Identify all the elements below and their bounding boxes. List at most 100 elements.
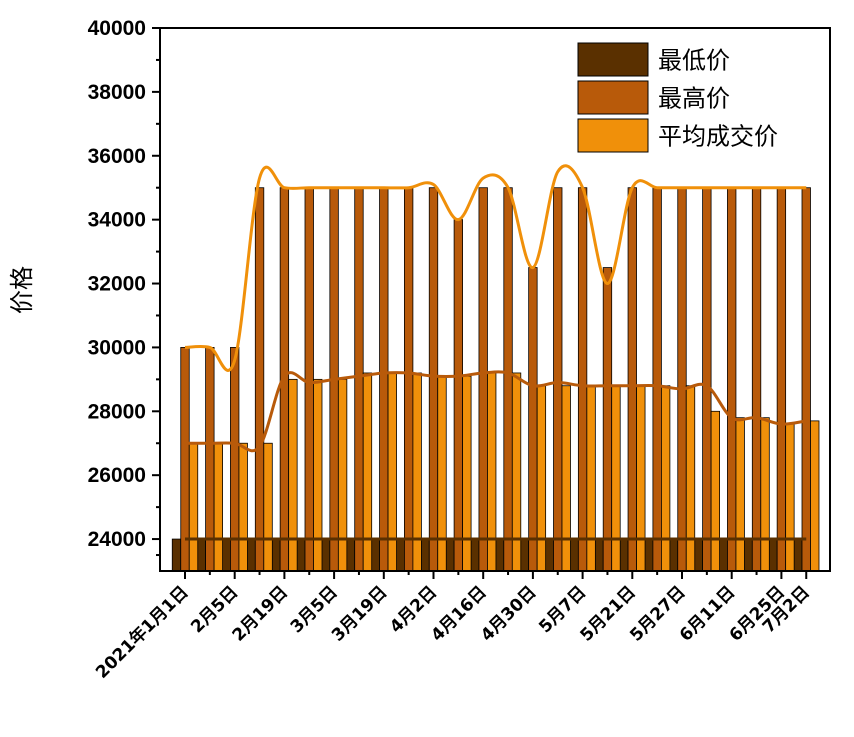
bar-平均成交价-6 xyxy=(337,378,348,572)
bar-最低价-8 xyxy=(370,538,380,572)
bar-最高价-17 xyxy=(602,267,613,572)
y-tick-label: 24000 xyxy=(88,528,146,551)
curve-平均成交价 xyxy=(185,370,807,453)
bar-平均成交价-9 xyxy=(412,372,422,572)
bar-最高价-8 xyxy=(379,187,389,572)
bar-最低价-20 xyxy=(668,538,679,572)
bar-最高价-20 xyxy=(677,187,687,572)
bar-最低价-10 xyxy=(420,538,430,572)
legend-label: 平均成交价 xyxy=(658,123,778,151)
y-tick-label: 32000 xyxy=(88,273,146,296)
y-axis-ticks: 24000 26000 28000 30000 32000 34000 36000 38000… xyxy=(88,17,160,557)
bar-最低价-4 xyxy=(271,538,281,572)
bar-最低价-14 xyxy=(519,538,530,572)
bar-平均成交价-17 xyxy=(611,385,621,572)
bar-平均成交价-20 xyxy=(685,385,696,572)
curves-layer xyxy=(184,164,807,541)
bar-最高价-11 xyxy=(453,219,464,572)
y-axis-title: 价格 xyxy=(8,266,36,314)
bar-平均成交价-5 xyxy=(313,378,323,572)
curve-最高价 xyxy=(184,164,807,372)
bar-最低价-2 xyxy=(221,538,231,572)
bar-最低价-5 xyxy=(296,538,306,572)
bar-最低价-0 xyxy=(171,538,182,572)
y-tick-label: 34000 xyxy=(88,209,146,232)
bar-平均成交价-7 xyxy=(362,372,373,572)
y-tick-label: 36000 xyxy=(88,145,146,168)
legend-swatch-最低价 xyxy=(577,42,649,77)
bar-最高价-18 xyxy=(627,187,637,572)
bar-最高价-22 xyxy=(727,187,737,572)
bar-平均成交价-25 xyxy=(810,420,820,572)
y-tick-label: 38000 xyxy=(88,81,146,104)
bar-最高价-2 xyxy=(230,347,240,572)
bar-最高价-14 xyxy=(528,267,538,572)
bar-最低价-15 xyxy=(544,538,554,572)
bar-平均成交价-21 xyxy=(710,410,720,572)
bar-最高价-0 xyxy=(180,347,190,572)
bar-平均成交价-0 xyxy=(188,442,199,572)
legend-swatch-最高价 xyxy=(577,80,649,115)
bar-最低价-7 xyxy=(345,538,356,572)
bar-平均成交价-10 xyxy=(437,375,447,572)
bar-最低价-17 xyxy=(594,538,604,572)
bar-平均成交价-11 xyxy=(462,375,472,572)
bar-平均成交价-24 xyxy=(785,423,795,572)
bar-平均成交价-14 xyxy=(536,385,547,572)
bar-平均成交价-2 xyxy=(238,442,248,572)
bar-平均成交价-8 xyxy=(387,372,397,572)
bar-平均成交价-19 xyxy=(661,385,671,572)
bars-layer xyxy=(171,187,820,572)
bar-平均成交价-23 xyxy=(760,417,770,572)
bar-最低价-11 xyxy=(445,538,455,572)
bar-最低价-1 xyxy=(196,538,207,572)
bar-最高价-1 xyxy=(205,347,215,572)
bar-最高价-13 xyxy=(503,187,513,572)
bar-最低价-19 xyxy=(644,538,654,572)
bar-最高价-21 xyxy=(702,187,712,572)
bar-最低价-12 xyxy=(470,538,480,572)
bar-最低价-18 xyxy=(619,538,629,572)
bar-最高价-12 xyxy=(478,187,488,572)
bar-最高价-7 xyxy=(354,187,364,572)
bar-最高价-3 xyxy=(254,187,265,572)
y-tick-label: 40000 xyxy=(88,17,146,40)
bar-平均成交价-1 xyxy=(213,442,224,572)
bar-平均成交价-22 xyxy=(735,417,745,572)
bar-最高价-5 xyxy=(304,187,314,572)
legend-swatch-平均成交价 xyxy=(577,118,649,153)
x-tick-label: 3月19日 xyxy=(328,582,391,645)
bar-平均成交价-15 xyxy=(561,385,571,572)
bar-最低价-22 xyxy=(718,538,728,572)
bar-平均成交价-18 xyxy=(636,385,646,572)
legend-label: 最低价 xyxy=(658,47,730,75)
x-tick-label: 2021年1月1日 xyxy=(91,582,192,683)
bar-平均成交价-16 xyxy=(586,385,596,572)
axes-layer xyxy=(159,27,831,572)
bar-最低价-9 xyxy=(395,538,405,572)
bar-最低价-3 xyxy=(246,538,256,572)
bar-平均成交价-4 xyxy=(288,378,298,572)
x-axis-ticks: 2021年1月1日2月5日2月19日3月5日3月19日4月2日4月16日4月30… xyxy=(91,571,814,683)
plot-border xyxy=(159,27,831,572)
y-tick-label: 26000 xyxy=(88,464,146,487)
y-tick-label: 28000 xyxy=(88,400,146,423)
x-tick-label: 2月19日 xyxy=(229,582,292,645)
bar-最高价-10 xyxy=(428,187,439,572)
bar-最高价-19 xyxy=(652,187,662,572)
bar-最低价-25 xyxy=(793,538,803,572)
bar-最低价-24 xyxy=(768,538,778,572)
bar-最低价-13 xyxy=(494,538,505,572)
bar-最高价-23 xyxy=(751,187,762,572)
x-tick-label: 4月30日 xyxy=(477,582,540,645)
bar-最低价-6 xyxy=(320,538,331,572)
legend-label: 最高价 xyxy=(658,85,730,113)
bar-最高价-24 xyxy=(776,187,787,572)
bar-平均成交价-3 xyxy=(263,442,273,572)
bar-平均成交价-12 xyxy=(487,372,497,572)
bar-最低价-21 xyxy=(693,538,703,572)
bar-最高价-16 xyxy=(577,187,588,572)
bar-最高价-15 xyxy=(553,187,563,572)
bar-最低价-23 xyxy=(743,538,753,572)
